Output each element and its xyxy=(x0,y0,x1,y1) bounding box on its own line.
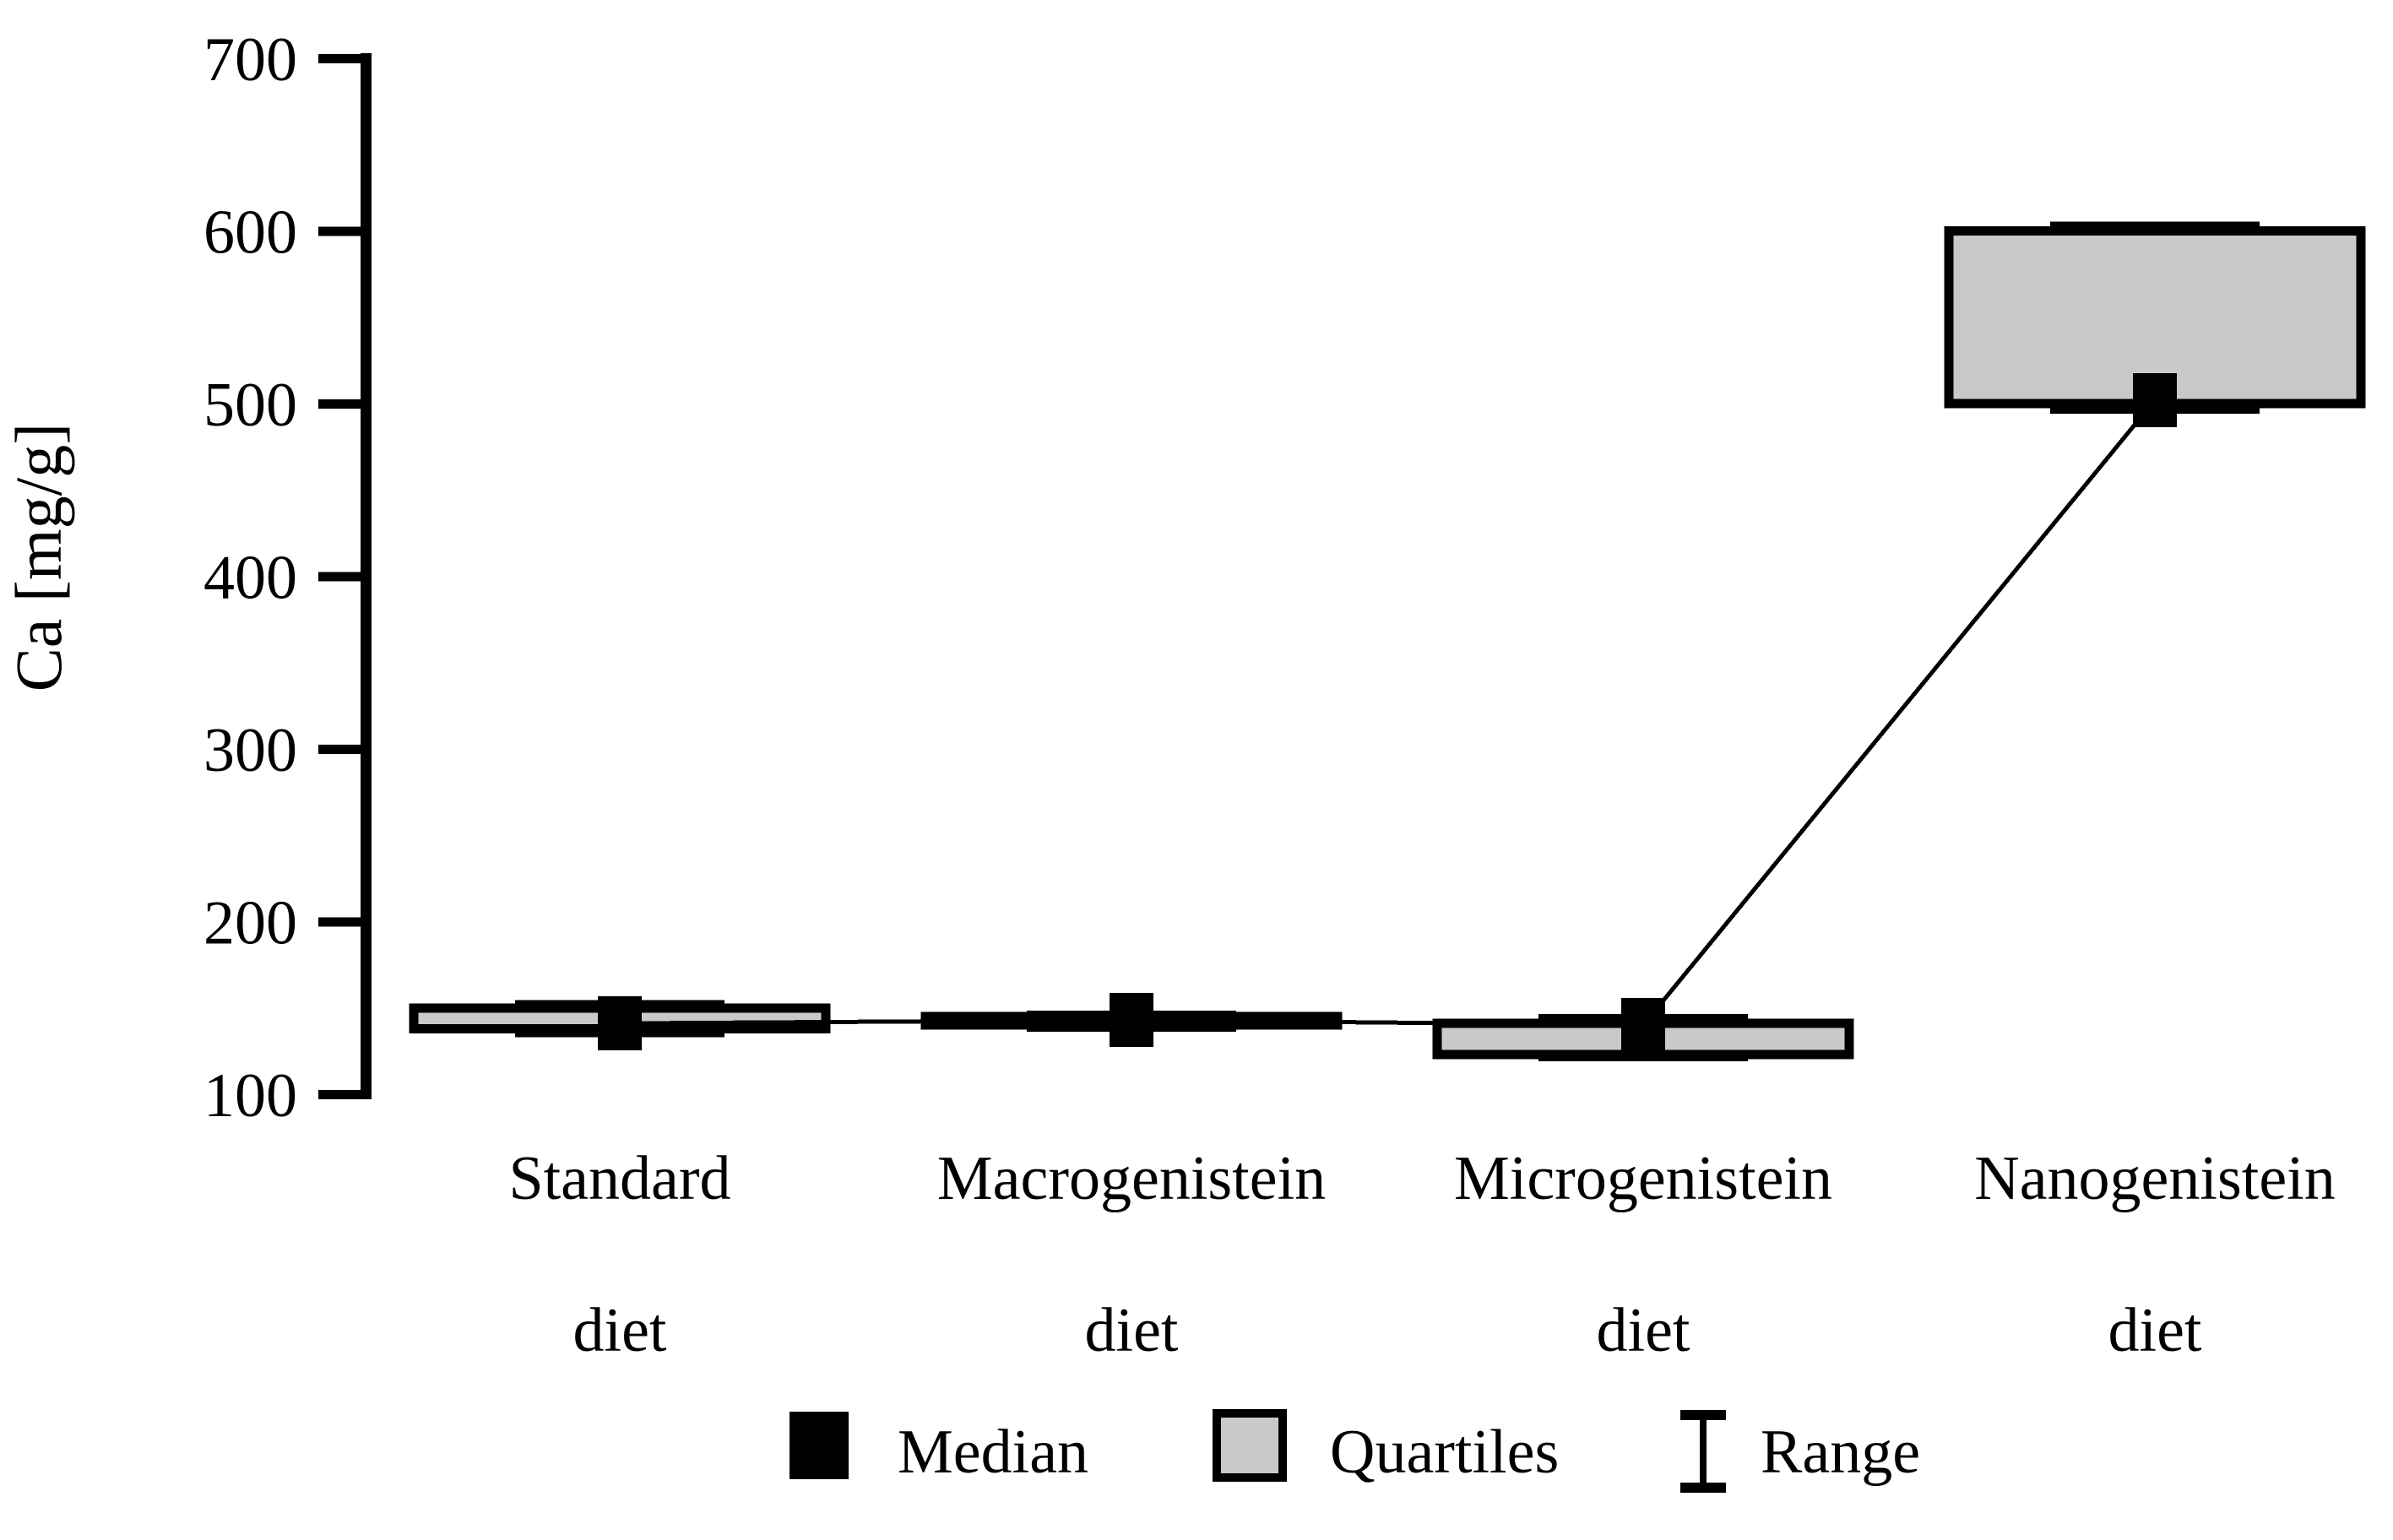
y-axis-title-text: Ca [mg/g] xyxy=(2,423,75,691)
legend-label: Median xyxy=(898,1418,1088,1487)
y-axis-title: Ca [mg/g] xyxy=(2,423,75,691)
y-tick xyxy=(318,1090,366,1099)
y-tick-label: 100 xyxy=(203,1061,297,1131)
category-label: Standard diet xyxy=(508,1144,730,1365)
y-tick-label: 300 xyxy=(203,716,297,785)
median-connector-line xyxy=(619,399,2157,1028)
y-axis-line xyxy=(361,53,372,1099)
y-tick xyxy=(318,745,366,754)
category-labels: Standard diet Macrogenistein diet Microgenis… xyxy=(508,1144,2335,1365)
median-marker xyxy=(1110,993,1153,1048)
quartile-boxes xyxy=(409,226,2366,1060)
median-marker xyxy=(1621,998,1665,1053)
category-label: Macrogenistein diet xyxy=(937,1144,1326,1365)
legend-label: Range xyxy=(1761,1418,1920,1487)
legend-quartiles-swatch xyxy=(1213,1409,1287,1482)
y-tick-label: 700 xyxy=(203,25,297,95)
category-label: Nanogenistein diet xyxy=(1974,1144,2335,1365)
category-label: Microgenistein diet xyxy=(1454,1144,1832,1365)
y-tick-label: 400 xyxy=(203,544,297,613)
y-axis xyxy=(318,53,372,1099)
median-markers xyxy=(598,372,2177,1053)
whisker-cap-max xyxy=(2050,221,2260,231)
median-marker xyxy=(598,996,642,1051)
y-tick xyxy=(318,917,366,927)
y-tick-label: 500 xyxy=(203,371,297,440)
legend-range-swatch xyxy=(1700,1410,1707,1493)
y-tick xyxy=(318,572,366,582)
legend-median-swatch xyxy=(790,1412,849,1479)
median-marker xyxy=(2133,372,2177,427)
median-connector xyxy=(619,399,2157,1028)
y-tick-label: 200 xyxy=(203,889,297,958)
y-tick xyxy=(318,399,366,409)
y-tick xyxy=(318,54,366,63)
legend-label: Quartiles xyxy=(1330,1418,1559,1487)
y-tick-label: 600 xyxy=(203,198,297,268)
y-tick xyxy=(318,226,366,236)
legend: Median Quartiles Range xyxy=(790,1409,1920,1493)
y-tick-labels: 700 600 500 400 300 200 100 xyxy=(203,25,297,1131)
